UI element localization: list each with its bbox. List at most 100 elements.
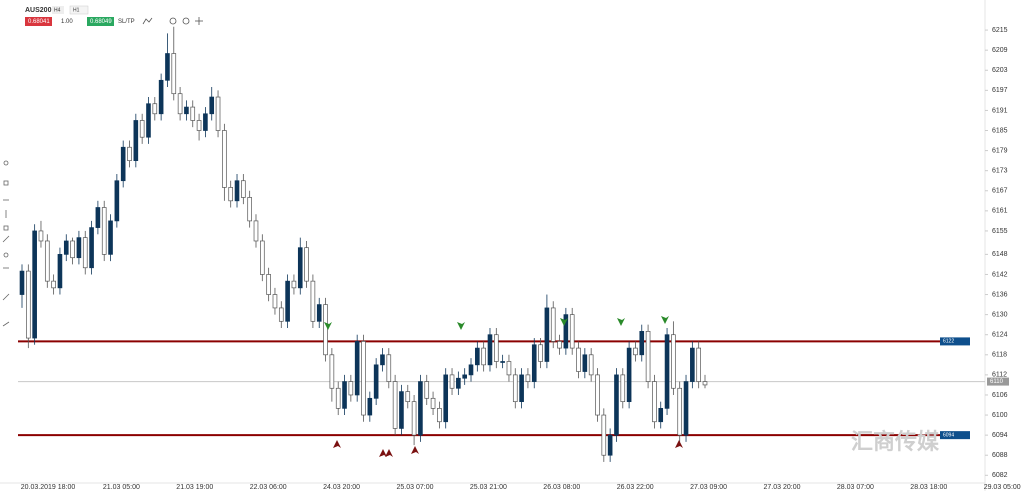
candle-body bbox=[146, 103, 151, 138]
candle-body bbox=[114, 180, 120, 222]
tool-icon[interactable] bbox=[2, 321, 10, 327]
x-tick-label: 27.03 09:00 bbox=[690, 484, 727, 491]
buy-button[interactable] bbox=[87, 17, 114, 26]
y-tick-label: 6148 bbox=[992, 251, 1008, 258]
y-tick-label: 6082 bbox=[992, 472, 1008, 479]
candle bbox=[588, 348, 594, 382]
size[interactable]: 1.00 bbox=[61, 19, 73, 25]
candle-body bbox=[291, 280, 297, 289]
candle bbox=[57, 247, 63, 295]
candle-body bbox=[354, 341, 360, 396]
candle-body bbox=[76, 237, 82, 259]
candle bbox=[247, 190, 252, 228]
candle bbox=[260, 234, 265, 282]
candle-body bbox=[512, 374, 518, 403]
badge-bg bbox=[52, 6, 64, 14]
candle-body bbox=[652, 381, 657, 423]
sltp[interactable]: SL/TP bbox=[118, 19, 135, 25]
candle-body bbox=[493, 334, 499, 362]
candle-body bbox=[95, 207, 101, 228]
sell-button[interactable] bbox=[25, 17, 52, 26]
tool-icon[interactable] bbox=[3, 252, 9, 258]
x-tick-label: 29.03 05:00 bbox=[984, 484, 1021, 491]
candle-body bbox=[531, 344, 537, 382]
candle-body bbox=[222, 130, 227, 188]
candle-body bbox=[633, 347, 638, 356]
level-tag bbox=[940, 431, 970, 440]
candle-body bbox=[626, 347, 632, 403]
candle-body bbox=[127, 146, 132, 161]
timeframe-box[interactable] bbox=[69, 5, 89, 15]
candle bbox=[323, 297, 328, 362]
candle bbox=[32, 224, 37, 345]
level-label: 6122 bbox=[943, 339, 954, 345]
candle bbox=[506, 354, 512, 382]
zoom-out-icon[interactable] bbox=[169, 17, 177, 25]
candle bbox=[158, 73, 164, 121]
candle-body bbox=[645, 331, 651, 382]
candle-body bbox=[44, 240, 50, 282]
tool-icon[interactable] bbox=[3, 180, 9, 186]
candle bbox=[215, 90, 221, 138]
candle-body bbox=[430, 397, 436, 409]
timeframe[interactable]: H1 bbox=[73, 7, 80, 13]
candle bbox=[633, 341, 638, 362]
zoom-in-icon[interactable] bbox=[182, 17, 190, 25]
candle-body bbox=[215, 96, 221, 131]
y-tick-label: 6215 bbox=[992, 27, 1008, 34]
candle-body bbox=[664, 334, 670, 409]
y-tick-label: 6191 bbox=[992, 107, 1008, 114]
candle-body bbox=[550, 307, 556, 342]
candle-body bbox=[316, 304, 322, 322]
candle-body bbox=[487, 334, 493, 366]
candle bbox=[569, 307, 575, 355]
tool-icon[interactable] bbox=[2, 293, 10, 301]
candle bbox=[658, 401, 664, 429]
candle-body bbox=[63, 240, 69, 255]
tool-icon[interactable] bbox=[2, 235, 10, 243]
candle-body bbox=[424, 381, 430, 399]
y-tick-label: 6094 bbox=[992, 432, 1008, 439]
candle bbox=[468, 358, 474, 382]
level-tag bbox=[940, 337, 970, 346]
signal-arrows bbox=[324, 316, 683, 457]
candle bbox=[266, 267, 271, 302]
buy-price[interactable]: 0.68049 bbox=[90, 19, 112, 25]
candle bbox=[576, 341, 581, 379]
candle bbox=[367, 391, 373, 422]
candle bbox=[165, 33, 170, 87]
current-price-tag bbox=[987, 377, 1009, 386]
x-tick-label: 26.03 22:00 bbox=[617, 484, 654, 491]
candle-body bbox=[449, 374, 455, 389]
sell-price[interactable]: 0.68041 bbox=[28, 19, 50, 25]
candle-body bbox=[241, 180, 246, 198]
candle bbox=[89, 220, 94, 275]
candle-body bbox=[462, 374, 467, 379]
sell-signal-arrow bbox=[560, 318, 568, 326]
y-tick-label: 6167 bbox=[992, 188, 1008, 195]
tool-icon[interactable] bbox=[3, 160, 9, 166]
chart-type-icon[interactable] bbox=[142, 17, 153, 25]
candle bbox=[620, 368, 626, 409]
candle-body bbox=[38, 230, 44, 242]
y-tick-label: 6124 bbox=[992, 332, 1008, 339]
candle bbox=[196, 113, 202, 141]
plot: 6082 6088 6094 6100 6106 6112 6118 6124 6130 6136… bbox=[18, 26, 1021, 491]
candle-body bbox=[373, 364, 379, 399]
candle bbox=[525, 368, 531, 389]
candle-body bbox=[456, 377, 461, 389]
y-tick-label: 6197 bbox=[992, 87, 1008, 94]
buy-signal-arrow bbox=[333, 440, 341, 448]
tool-icon[interactable] bbox=[3, 225, 9, 231]
candle-body bbox=[57, 254, 63, 289]
y-tick-label: 6100 bbox=[992, 412, 1008, 419]
x-tick-label: 27.03 20:00 bbox=[764, 484, 801, 491]
candle bbox=[177, 86, 183, 121]
candle bbox=[38, 220, 44, 248]
symbol: AUS200 bbox=[25, 7, 52, 14]
candle-body bbox=[595, 374, 600, 416]
candle bbox=[614, 368, 619, 442]
